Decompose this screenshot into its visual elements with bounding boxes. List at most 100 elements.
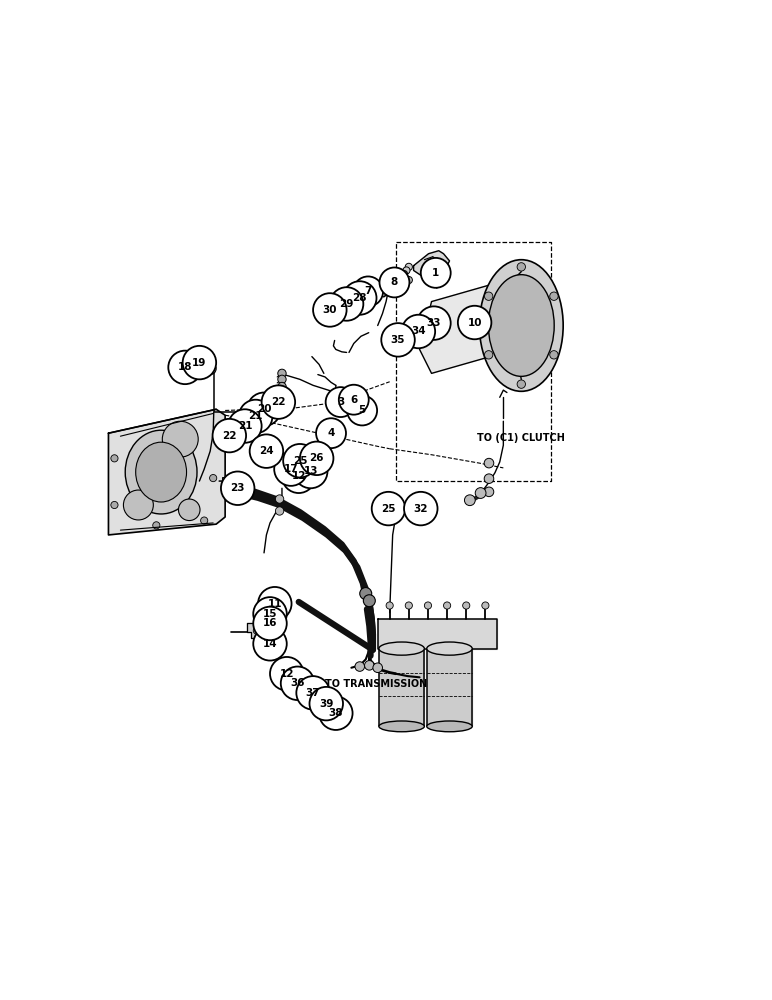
Circle shape (253, 607, 286, 640)
Polygon shape (108, 409, 225, 535)
Circle shape (405, 276, 412, 284)
Text: 8: 8 (391, 277, 398, 287)
Circle shape (517, 263, 526, 271)
Circle shape (368, 287, 375, 294)
Circle shape (278, 375, 286, 384)
Circle shape (485, 351, 493, 359)
Circle shape (270, 657, 303, 690)
Text: 6: 6 (350, 395, 357, 405)
Text: 38: 38 (329, 708, 343, 718)
Text: 15: 15 (262, 609, 277, 619)
Text: 11: 11 (268, 599, 282, 609)
Circle shape (221, 471, 255, 505)
Text: 1: 1 (432, 268, 439, 278)
Circle shape (313, 293, 347, 327)
Ellipse shape (379, 721, 425, 732)
Circle shape (253, 627, 260, 634)
Circle shape (462, 602, 470, 609)
Ellipse shape (125, 430, 197, 514)
Circle shape (393, 279, 401, 286)
Text: 3: 3 (337, 397, 344, 407)
Circle shape (465, 495, 476, 506)
Circle shape (385, 281, 392, 288)
Circle shape (360, 588, 372, 600)
Circle shape (381, 323, 415, 357)
Circle shape (262, 385, 295, 419)
Circle shape (372, 492, 405, 525)
Circle shape (550, 292, 558, 300)
Circle shape (282, 460, 316, 493)
Circle shape (274, 452, 308, 486)
Circle shape (443, 602, 451, 609)
Circle shape (278, 382, 286, 391)
Circle shape (111, 501, 118, 509)
Text: 21: 21 (249, 411, 263, 421)
Circle shape (278, 369, 286, 378)
Text: 16: 16 (262, 618, 277, 628)
Circle shape (374, 284, 381, 291)
Circle shape (212, 419, 246, 452)
Circle shape (162, 421, 198, 457)
Text: 29: 29 (340, 299, 354, 309)
Circle shape (364, 595, 375, 607)
Circle shape (326, 387, 356, 417)
Circle shape (339, 385, 369, 415)
Circle shape (253, 597, 286, 631)
Text: 5: 5 (358, 405, 366, 415)
Circle shape (401, 270, 408, 278)
Text: 23: 23 (231, 483, 245, 493)
Circle shape (484, 487, 494, 497)
Text: TO (C1) CLUTCH: TO (C1) CLUTCH (477, 433, 565, 443)
Bar (222, 477, 232, 485)
Circle shape (485, 292, 493, 300)
Polygon shape (427, 649, 472, 726)
Circle shape (300, 442, 334, 475)
Circle shape (364, 661, 374, 670)
Ellipse shape (136, 442, 187, 502)
Circle shape (517, 380, 526, 388)
Circle shape (353, 276, 383, 306)
Circle shape (550, 351, 558, 359)
Text: 25: 25 (293, 456, 307, 466)
Circle shape (258, 587, 292, 620)
Text: TO TRANSMISSION: TO TRANSMISSION (325, 679, 427, 689)
Ellipse shape (489, 275, 554, 376)
Text: 4: 4 (327, 428, 335, 438)
Circle shape (343, 281, 377, 315)
Circle shape (266, 640, 274, 648)
Text: 22: 22 (222, 431, 236, 441)
Circle shape (421, 258, 451, 288)
Circle shape (316, 418, 346, 448)
Text: 19: 19 (192, 358, 207, 368)
Text: 7: 7 (364, 286, 372, 296)
Circle shape (276, 495, 284, 503)
Circle shape (168, 351, 201, 384)
Polygon shape (247, 623, 257, 638)
Text: 30: 30 (323, 305, 337, 315)
Polygon shape (414, 251, 449, 276)
Circle shape (283, 444, 317, 477)
Text: 33: 33 (427, 318, 441, 328)
Text: 14: 14 (262, 639, 277, 649)
Circle shape (405, 602, 412, 609)
Text: 26: 26 (310, 453, 324, 463)
Circle shape (319, 696, 353, 730)
Text: 22: 22 (271, 397, 286, 407)
Text: 39: 39 (319, 699, 334, 709)
Circle shape (247, 393, 281, 426)
Circle shape (183, 346, 216, 379)
Text: 18: 18 (178, 362, 192, 372)
Circle shape (178, 499, 200, 521)
Circle shape (153, 522, 160, 529)
Polygon shape (378, 619, 497, 649)
Text: 35: 35 (391, 335, 405, 345)
Text: 12: 12 (292, 471, 306, 481)
Circle shape (380, 267, 409, 297)
Circle shape (124, 490, 154, 520)
Circle shape (484, 474, 494, 483)
Text: 36: 36 (290, 678, 305, 688)
Circle shape (249, 434, 283, 468)
Circle shape (476, 488, 486, 498)
Circle shape (253, 627, 286, 661)
Circle shape (111, 455, 118, 462)
